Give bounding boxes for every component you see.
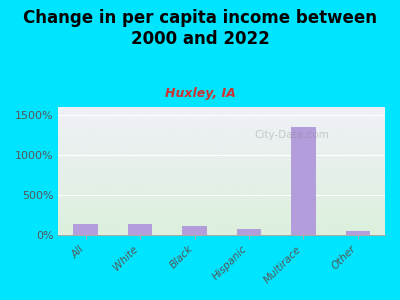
- Bar: [237, 229, 261, 235]
- Bar: [291, 127, 316, 235]
- Text: Change in per capita income between
2000 and 2022: Change in per capita income between 2000…: [23, 9, 377, 48]
- Bar: [128, 224, 152, 235]
- Bar: [182, 226, 207, 235]
- Bar: [346, 231, 370, 235]
- Text: Huxley, IA: Huxley, IA: [165, 87, 235, 100]
- Text: City-Data.com: City-Data.com: [254, 130, 329, 140]
- Bar: [74, 224, 98, 235]
